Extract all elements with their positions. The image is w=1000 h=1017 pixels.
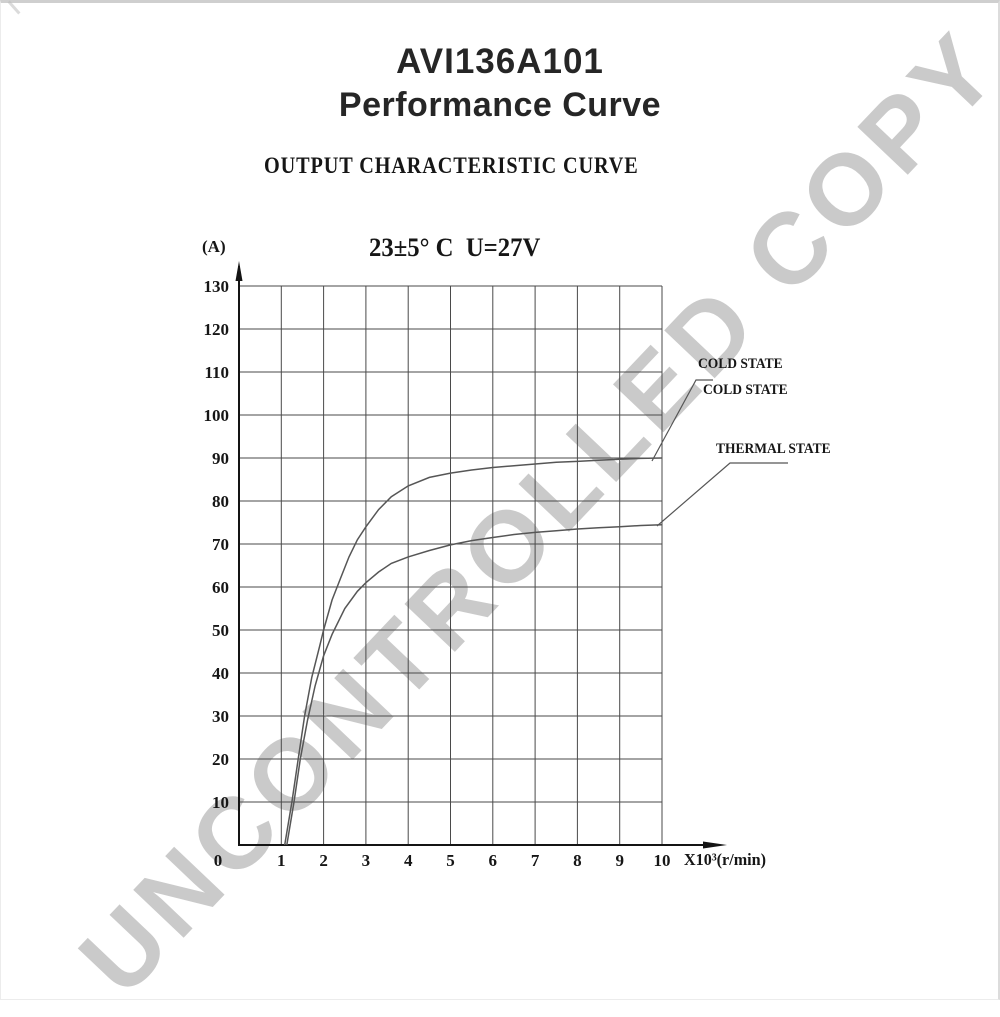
y-tick-label: 100 [204, 406, 230, 425]
thermal-state-label: THERMAL STATE [716, 441, 831, 457]
x-axis-unit-label: X10³(r/min) [684, 850, 766, 869]
y-tick-label: 70 [212, 535, 229, 554]
chart-condition-label: 23±5° C U=27V [369, 233, 541, 262]
x-tick-label: 10 [654, 851, 671, 870]
curve-thermal-state [286, 523, 663, 846]
y-axis-unit-label: (A) [202, 237, 226, 256]
x-tick-label: 9 [615, 851, 624, 870]
x-tick-label: 5 [446, 851, 455, 870]
y-tick-label: 30 [212, 707, 229, 726]
cold-state-label-1: COLD STATE [698, 356, 783, 372]
x-tick-label: 6 [489, 851, 498, 870]
y-tick-label: 60 [212, 578, 229, 597]
x-tick-label: 0 [214, 851, 223, 870]
page-subtitle: Performance Curve [338, 86, 662, 124]
y-tick-label: 90 [212, 449, 229, 468]
curve-cold-state [283, 457, 663, 846]
y-tick-label: 40 [212, 664, 229, 683]
y-tick-label: 120 [204, 320, 230, 339]
x-tick-label: 7 [531, 851, 540, 870]
y-tick-label: 10 [212, 793, 229, 812]
x-tick-label: 4 [404, 851, 413, 870]
y-tick-label: 50 [212, 621, 229, 640]
y-tick-label: 80 [212, 492, 229, 511]
section-heading: OUTPUT CHARACTERISTIC CURVE [264, 153, 639, 178]
x-tick-label: 3 [362, 851, 371, 870]
x-axis-arrow-icon [703, 841, 727, 849]
cold-state-label-2: COLD STATE [703, 382, 788, 398]
y-tick-label: 130 [204, 277, 230, 296]
x-tick-label: 2 [319, 851, 328, 870]
cold-state-leader-line [651, 379, 713, 462]
y-axis-arrow-icon [235, 261, 243, 281]
x-tick-label: 8 [573, 851, 582, 870]
y-tick-label: 20 [212, 750, 229, 769]
page-title: AVI136A101 [396, 42, 604, 81]
y-tick-label: 110 [204, 363, 229, 382]
x-tick-label: 1 [277, 851, 286, 870]
thermal-state-leader-line [656, 462, 788, 527]
